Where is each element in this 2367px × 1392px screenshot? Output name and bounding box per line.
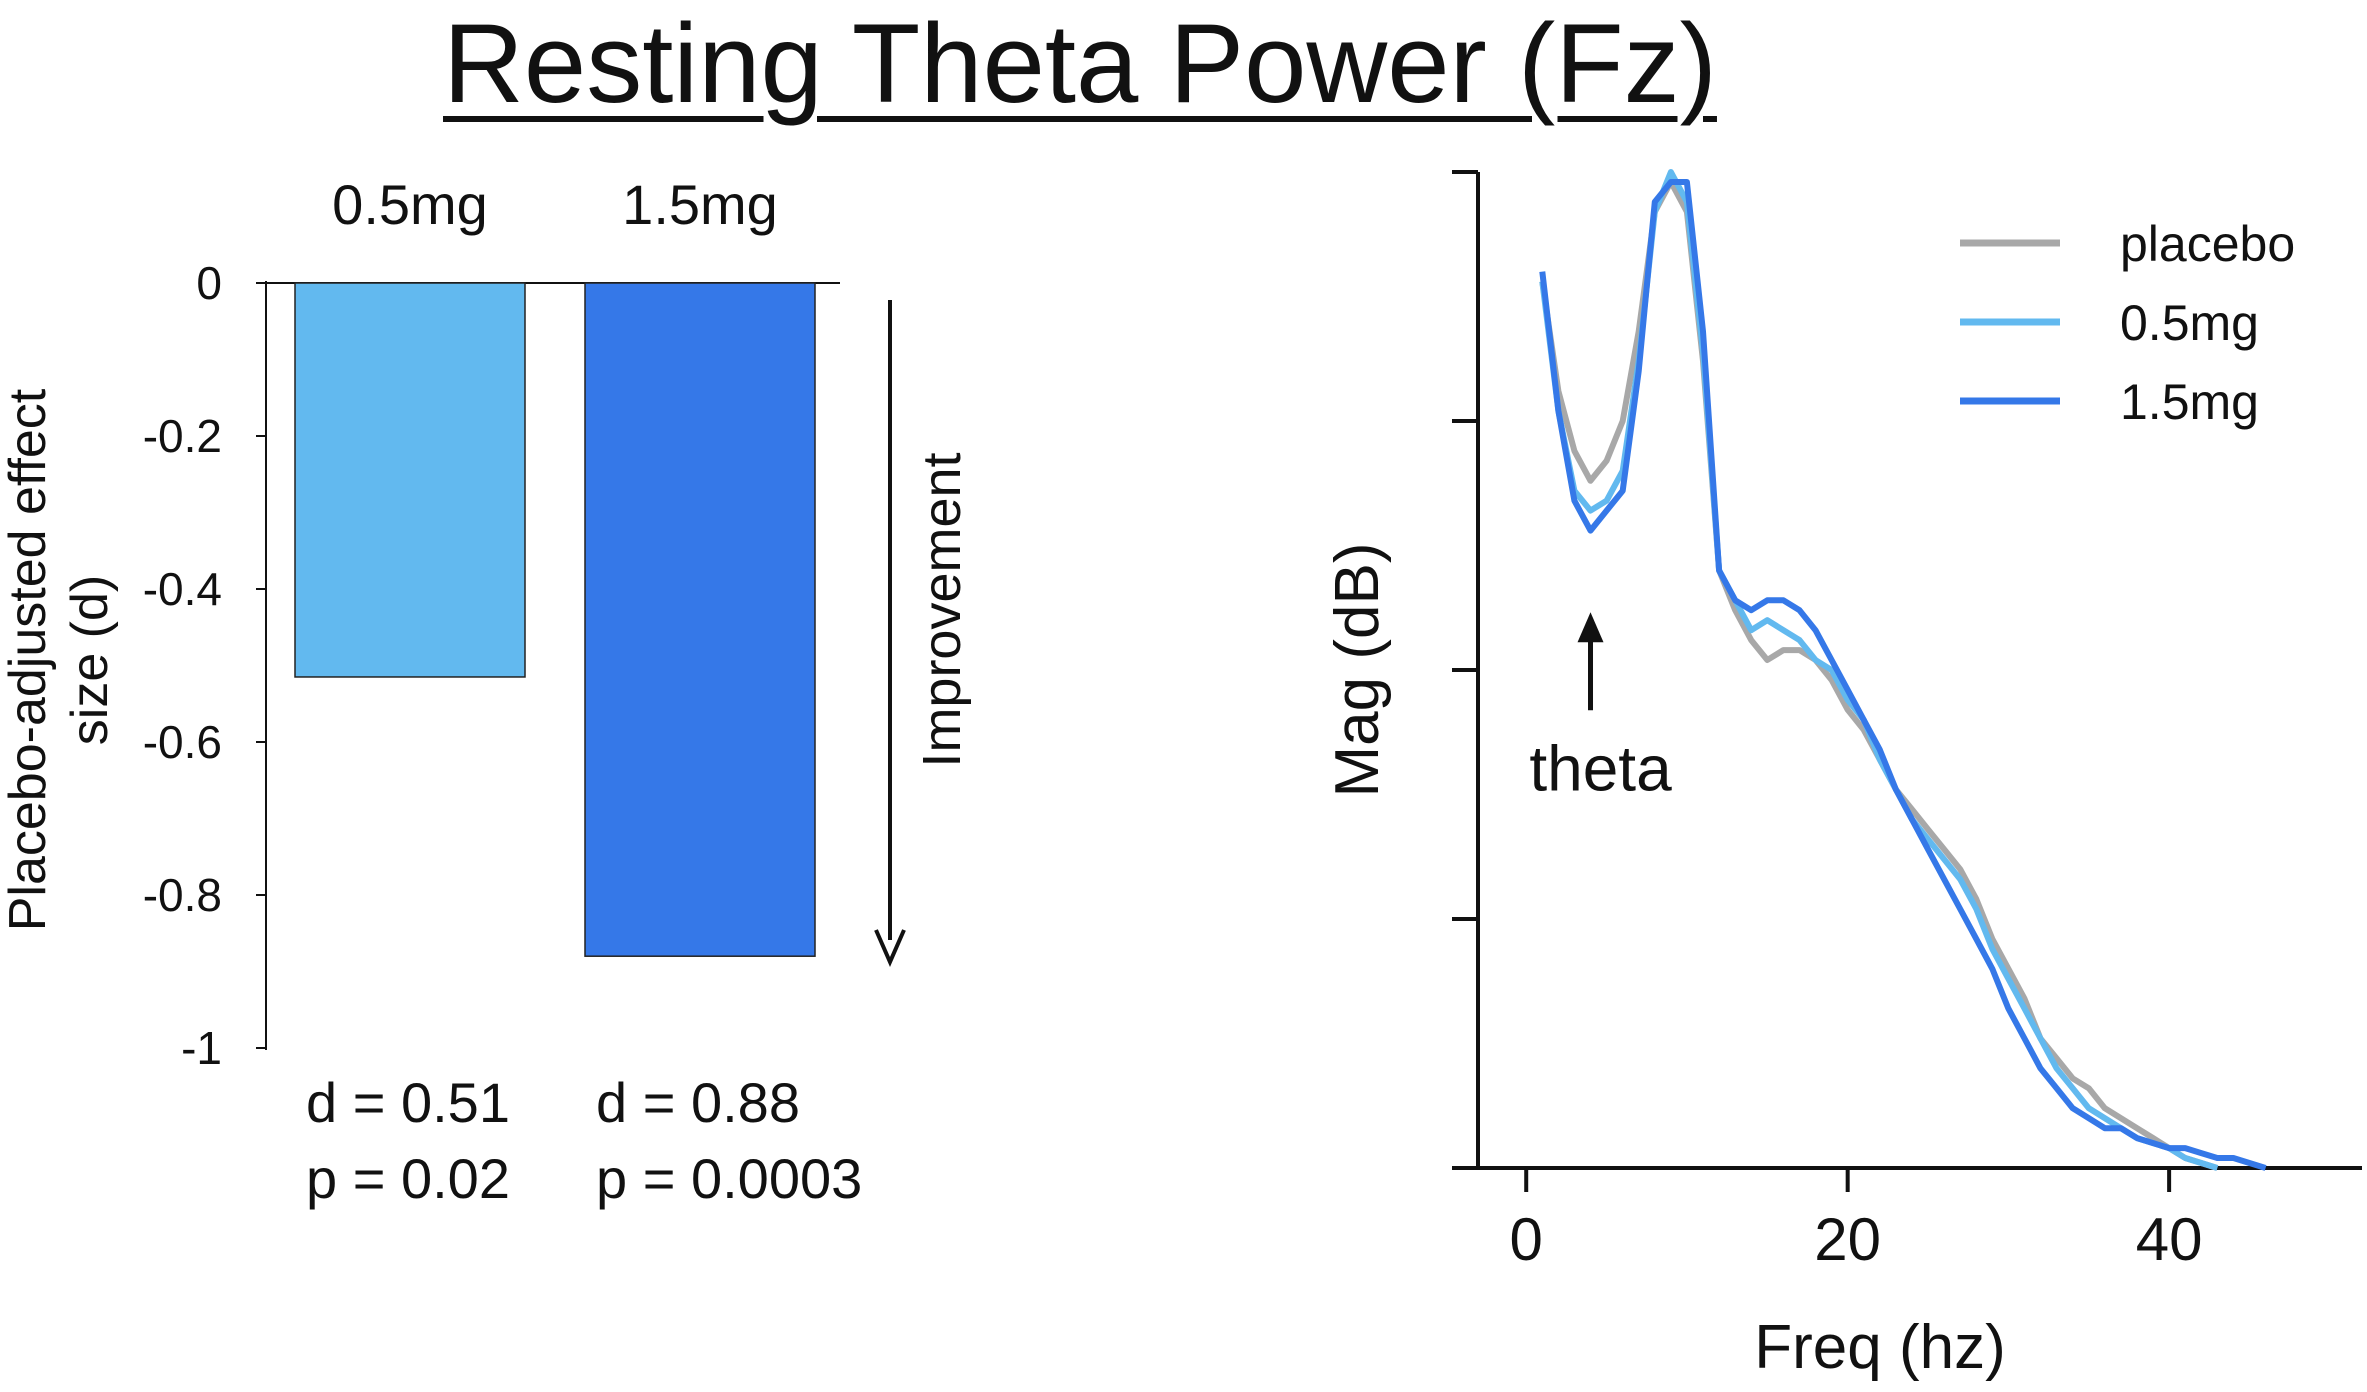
- improvement-label: Improvement: [912, 452, 972, 767]
- series-line-1-5mg: [1539, 179, 2267, 1171]
- line-chart: 0 20 40 Freq (hz) Mag (dB) theta placebo 0.5mg 1…: [1323, 169, 2362, 1382]
- page-title-text: Resting Theta Power (Fz): [443, 1, 1717, 126]
- line-x-tick-label: 20: [1814, 1206, 1881, 1273]
- legend-label: placebo: [2120, 216, 2295, 272]
- bar-category-label: 0.5mg: [332, 173, 488, 236]
- bar-1-5mg: [584, 282, 816, 957]
- stat-d-value: d = 0.88: [596, 1071, 800, 1134]
- stat-p-value: p = 0.0003: [596, 1147, 862, 1210]
- bar-y-tick-label: -0.2: [143, 410, 222, 462]
- bar-y-tick-label: -0.6: [143, 716, 222, 768]
- line-x-tick-label: 40: [2136, 1206, 2203, 1273]
- line-x-axis-label: Freq (hz): [1754, 1313, 2005, 1382]
- improvement-arrow-head: [874, 929, 906, 967]
- bar-y-tick-label: -1: [181, 1022, 222, 1074]
- bar-category-label: 1.5mg: [622, 173, 778, 236]
- bar-y-tick-label: -0.4: [143, 563, 222, 615]
- legend-label: 1.5mg: [2120, 374, 2259, 430]
- stat-d-value: d = 0.51: [306, 1071, 510, 1134]
- bar-y-tick-label: 0: [196, 257, 222, 309]
- theta-arrow-head: [1577, 612, 1604, 643]
- bar-chart: 0 -0.2 -0.4 -0.6 -0.8 -1 0.5mg 1.5mg Placebo-adj…: [0, 173, 972, 1210]
- stat-p-value: p = 0.02: [306, 1147, 510, 1210]
- line-x-tick-label: 0: [1510, 1206, 1543, 1273]
- bar-y-axis-label-line1: Placebo-adjusted effect: [0, 388, 57, 931]
- line-y-axis-label: Mag (dB): [1323, 543, 1392, 798]
- theta-label: theta: [1529, 732, 1672, 804]
- bar-y-axis-label-line2: size (d): [61, 575, 119, 745]
- legend-label: 0.5mg: [2120, 295, 2259, 351]
- bar-y-axis-label: Placebo-adjusted effectsize (d): [0, 388, 119, 931]
- bar-y-tick-label: -0.8: [143, 869, 222, 921]
- bar-0-5mg: [294, 282, 526, 678]
- page-title: Resting Theta Power (Fz): [0, 4, 2160, 124]
